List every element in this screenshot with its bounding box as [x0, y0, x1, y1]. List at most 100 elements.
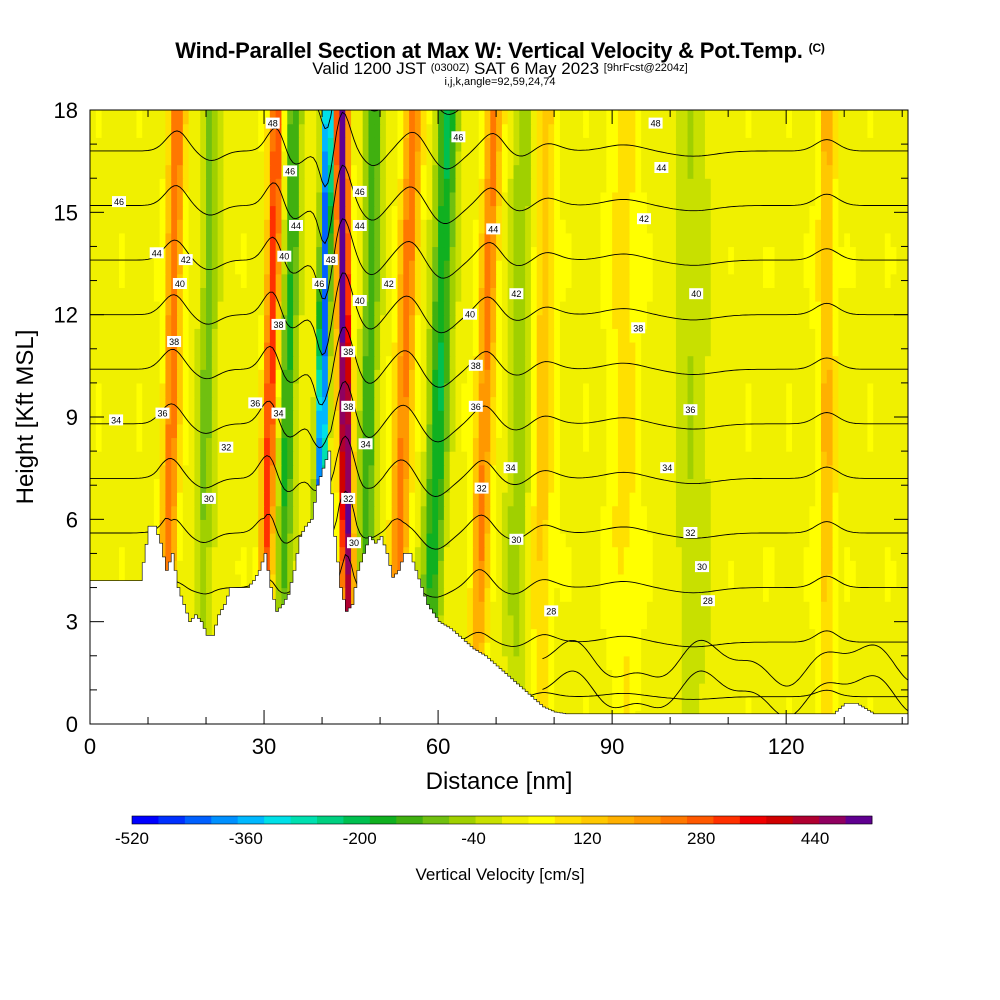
velocity-cell	[374, 287, 381, 302]
velocity-cell	[501, 341, 509, 357]
velocity-cell	[380, 437, 387, 452]
velocity-cell	[455, 587, 462, 602]
velocity-cell	[878, 492, 886, 507]
velocity-cell	[478, 560, 486, 575]
velocity-cell	[235, 492, 242, 507]
velocity-cell	[113, 478, 120, 493]
velocity-cell	[820, 341, 828, 357]
velocity-cell	[368, 492, 375, 507]
velocity-cell	[896, 642, 903, 657]
velocity-cell	[362, 369, 370, 384]
velocity-cell	[356, 314, 364, 329]
velocity-cell	[704, 532, 712, 548]
velocity-cell	[832, 696, 839, 711]
velocity-cell	[461, 478, 468, 493]
velocity-cell	[629, 546, 636, 561]
velocity-cell	[710, 601, 718, 616]
velocity-cell	[380, 423, 387, 439]
velocity-cell	[240, 492, 248, 507]
velocity-cell	[397, 246, 404, 261]
velocity-cell	[606, 478, 613, 493]
velocity-cell	[397, 532, 404, 548]
velocity-cell	[368, 287, 375, 302]
velocity-cell	[153, 369, 161, 384]
velocity-cell	[826, 369, 834, 384]
velocity-cell	[385, 423, 393, 439]
velocity-cell	[206, 546, 213, 561]
velocity-cell	[849, 382, 857, 398]
velocity-cell	[838, 587, 845, 602]
velocity-cell	[403, 341, 410, 357]
velocity-cell	[844, 478, 851, 493]
velocity-cell	[124, 287, 132, 302]
velocity-cell	[496, 560, 503, 575]
velocity-cell	[211, 382, 219, 398]
velocity-cell	[333, 410, 341, 425]
velocity-cell	[252, 478, 259, 493]
velocity-cell	[455, 396, 462, 411]
velocity-cell	[240, 410, 248, 425]
velocity-cell	[699, 246, 706, 261]
velocity-cell	[484, 410, 491, 425]
velocity-cell	[733, 642, 741, 657]
velocity-cell	[646, 532, 654, 548]
velocity-cell	[443, 260, 451, 275]
velocity-cell	[699, 628, 706, 643]
velocity-cell	[327, 341, 335, 357]
velocity-cell	[733, 260, 741, 275]
velocity-cell	[194, 396, 201, 411]
velocity-cell	[287, 492, 294, 507]
velocity-cell	[675, 382, 683, 398]
velocity-cell	[757, 573, 764, 589]
velocity-cell	[113, 451, 120, 466]
velocity-cell	[200, 260, 207, 275]
velocity-cell	[786, 382, 793, 398]
velocity-cell	[710, 642, 718, 657]
velocity-cell	[501, 355, 509, 370]
velocity-cell	[339, 287, 346, 302]
velocity-cell	[826, 437, 834, 452]
velocity-cell	[728, 587, 735, 602]
velocity-cell	[884, 546, 892, 561]
velocity-cell	[345, 546, 352, 561]
velocity-cell	[583, 437, 590, 452]
velocity-cell	[391, 505, 399, 520]
velocity-cell	[809, 369, 816, 384]
velocity-cell	[414, 369, 422, 384]
velocity-cell	[246, 260, 254, 275]
velocity-cell	[832, 287, 839, 302]
velocity-cell	[119, 519, 126, 534]
velocity-cell	[803, 260, 810, 275]
velocity-cell	[612, 437, 619, 452]
velocity-cell	[571, 696, 578, 711]
velocity-cell	[658, 355, 665, 370]
velocity-cell	[588, 492, 596, 507]
velocity-cell	[797, 382, 805, 398]
velocity-cell	[484, 573, 491, 589]
velocity-cell	[588, 451, 596, 466]
velocity-cell	[803, 287, 810, 302]
velocity-cell	[762, 669, 770, 684]
velocity-cell	[414, 260, 422, 275]
velocity-cell	[240, 314, 248, 329]
velocity-cell	[873, 587, 880, 602]
velocity-cell	[124, 301, 132, 316]
velocity-cell	[606, 683, 613, 698]
velocity-cell	[240, 246, 248, 261]
velocity-cell	[206, 328, 213, 343]
velocity-cell	[339, 546, 346, 561]
velocity-cell	[322, 382, 329, 398]
velocity-cell	[658, 396, 665, 411]
velocity-cell	[455, 546, 462, 561]
velocity-cell	[780, 628, 787, 643]
velocity-cell	[235, 410, 242, 425]
velocity-cell	[809, 573, 816, 589]
velocity-cell	[873, 246, 880, 261]
velocity-cell	[530, 301, 538, 316]
velocity-cell	[322, 314, 329, 329]
velocity-cell	[530, 341, 538, 357]
velocity-cell	[107, 532, 114, 548]
velocity-cell	[472, 260, 480, 275]
velocity-cell	[223, 451, 230, 466]
velocity-cell	[629, 560, 636, 575]
